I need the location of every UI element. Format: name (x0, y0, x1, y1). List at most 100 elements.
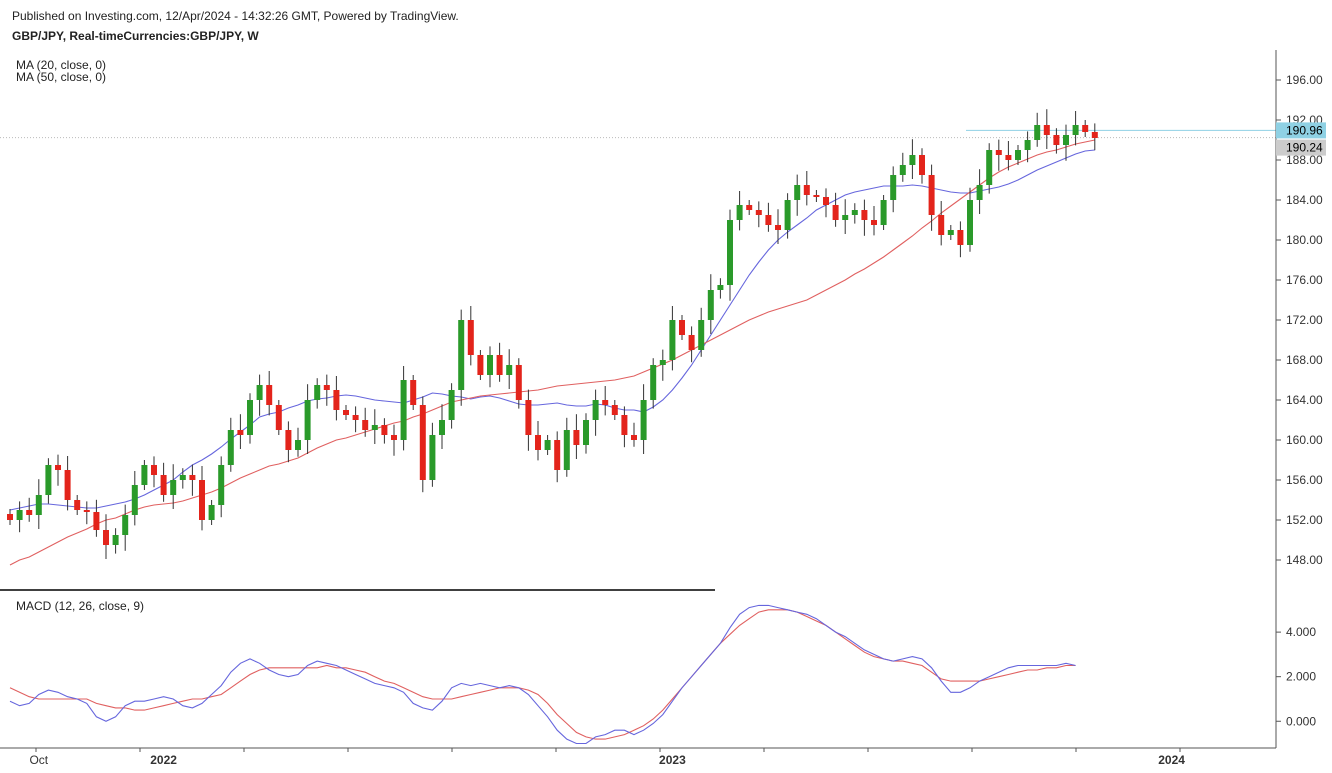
candle-body (515, 365, 522, 400)
candle-body (160, 475, 167, 495)
candle-body (784, 200, 791, 230)
candle-body (583, 420, 589, 445)
macd-line (9, 604, 1076, 745)
candle-body (477, 355, 484, 375)
price-tick-label: 152.00 (1286, 513, 1323, 527)
candle-body (880, 200, 887, 225)
candle-body (621, 415, 628, 435)
macd-signal-line (9, 609, 1076, 740)
candle-body (650, 365, 657, 400)
price-tick-label: 160.00 (1286, 433, 1323, 447)
candle-body (7, 514, 13, 520)
candle-body (55, 465, 61, 470)
candle-body (1024, 140, 1031, 150)
candle-body (131, 485, 138, 515)
candle-body (362, 420, 369, 430)
candle-body (170, 480, 177, 495)
price-tick-label: 168.00 (1286, 353, 1323, 367)
published-header: Published on Investing.com, 12/Apr/2024 … (12, 9, 459, 23)
time-tick-label: 2022 (150, 753, 177, 767)
candle-body (371, 425, 378, 430)
price-tick-label: 156.00 (1286, 473, 1323, 487)
candle-body (35, 495, 42, 515)
candle-body (103, 530, 109, 545)
candle-body (736, 205, 743, 220)
ma50-line (9, 139, 1095, 566)
ma20-legend: MA (20, close, 0) (16, 58, 107, 72)
last-price-label: 190.96 (1286, 123, 1323, 137)
candle-body (410, 380, 417, 405)
candle-body (631, 435, 637, 440)
candle-body (16, 510, 23, 520)
moving-average-layer (9, 139, 1095, 566)
candle-body (727, 220, 733, 285)
macd-tick-label: 0.000 (1286, 714, 1316, 728)
candle-body (717, 285, 724, 290)
candle-body (832, 205, 839, 220)
candle-body (323, 385, 330, 390)
candle-body (179, 475, 186, 480)
symbol-title: GBP/JPY, Real-timeCurrencies:GBP/JPY, W (12, 29, 259, 43)
ma20-line (9, 149, 1095, 511)
candle-body (151, 465, 157, 475)
candle-body (938, 215, 945, 235)
candle-body (525, 400, 532, 435)
candle-body (611, 405, 618, 415)
macd-tick-label: 2.000 (1286, 670, 1316, 684)
line-price-label: 190.24 (1286, 141, 1323, 155)
candle-body (679, 320, 685, 335)
candle-body (1091, 132, 1098, 138)
candle-layer (7, 109, 1098, 559)
candle-body (448, 390, 455, 420)
candle-body (871, 220, 877, 225)
candle-body (208, 505, 215, 520)
candle-body (439, 420, 445, 435)
candle-body (967, 200, 973, 245)
candle-body (74, 500, 81, 510)
candle-body (842, 215, 849, 220)
candle-body (93, 512, 100, 530)
candle-body (659, 360, 666, 365)
candle-body (352, 415, 359, 420)
candle-body (919, 155, 925, 175)
last-price-tag (1276, 122, 1326, 139)
price-tick-label: 176.00 (1286, 273, 1323, 287)
price-tick-label: 148.00 (1286, 553, 1323, 567)
candle-body (1053, 135, 1060, 145)
candle-body (314, 385, 321, 400)
candle-body (602, 400, 609, 405)
candle-body (957, 230, 964, 245)
candle-body (986, 150, 993, 185)
line-price-tag (1276, 139, 1326, 156)
candle-body (64, 470, 71, 500)
candle-body (83, 510, 90, 512)
macd-layer (9, 604, 1076, 745)
candle-body (381, 425, 388, 435)
candle-body (890, 175, 897, 200)
price-tick-label: 196.00 (1286, 73, 1323, 87)
candle-body (861, 210, 868, 220)
candle-body (496, 355, 503, 375)
candle-body (218, 465, 225, 505)
candle-body (333, 390, 340, 410)
candle-body (285, 430, 292, 450)
price-tick-label: 164.00 (1286, 393, 1323, 407)
candle-body (487, 355, 493, 375)
price-tick-label: 188.00 (1286, 153, 1323, 167)
candle-body (112, 535, 119, 545)
candle-body (803, 185, 810, 195)
candle-body (1063, 135, 1069, 145)
candle-body (1043, 125, 1050, 135)
candle-body (199, 480, 205, 520)
candle-body (429, 435, 436, 480)
candle-body (141, 465, 148, 485)
candle-body (304, 400, 311, 440)
candle-body (295, 440, 301, 450)
candle-body (1015, 150, 1021, 160)
candle-body (467, 320, 474, 355)
candle-body (746, 205, 753, 210)
ma50-legend: MA (50, close, 0) (16, 70, 107, 84)
candle-body (237, 430, 244, 435)
candle-body (995, 150, 1002, 155)
